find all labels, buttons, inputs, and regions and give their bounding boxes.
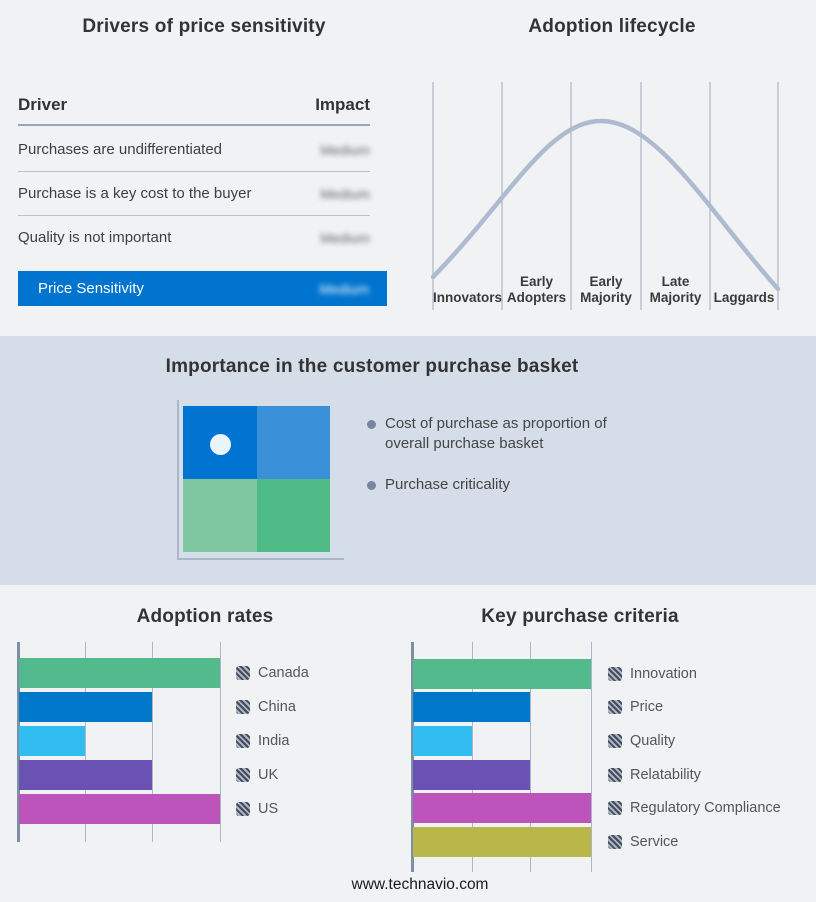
quadrant-top-left	[183, 406, 257, 479]
lifecycle-stage-labels: Innovators Early Adopters Early Majority La…	[408, 274, 816, 306]
legend-label: Innovation	[630, 666, 697, 682]
legend-swatch-icon	[236, 700, 250, 714]
bullet-item: Purchase criticality	[367, 475, 637, 495]
bar-innovation	[413, 659, 591, 689]
legend-label: US	[258, 801, 279, 817]
purchase-basket-band	[0, 336, 816, 585]
legend-swatch-icon	[236, 734, 250, 748]
chart-gridline	[85, 642, 87, 842]
drivers-table-header: Driver Impact	[18, 95, 370, 126]
bar-quality	[413, 726, 472, 756]
price-sensitivity-impact-value: Medium	[319, 280, 369, 297]
bar-service	[413, 827, 591, 857]
legend-swatch-icon	[236, 666, 250, 680]
bar-price	[413, 692, 531, 722]
bullet-dot-icon	[367, 481, 376, 490]
stage-label: Late Majority	[649, 274, 702, 306]
impact-cell: Medium	[320, 141, 370, 158]
driver-cell: Purchases are undifferentiated	[18, 141, 223, 158]
chart-y-axis	[17, 642, 20, 842]
driver-cell: Quality is not important	[18, 229, 172, 246]
bar-china	[19, 692, 152, 722]
quadrant-bottom-right	[256, 479, 330, 552]
quadrant-y-axis	[177, 400, 179, 559]
legend-swatch-icon	[608, 768, 622, 782]
bar-uk	[19, 760, 152, 790]
stage-label: Early Majority	[580, 274, 632, 306]
bullet-text: Purchase criticality	[385, 476, 511, 493]
quadrant-bottom-left	[183, 479, 257, 552]
position-marker-dot	[210, 434, 231, 455]
price-sensitivity-label: Price Sensitivity	[38, 280, 144, 297]
driver-column-header: Driver	[18, 95, 68, 114]
key-criteria-title: Key purchase criteria	[481, 606, 679, 627]
bar-relatability	[413, 760, 531, 790]
table-row: Quality is not important Medium	[18, 216, 370, 259]
stage-label: Innovators	[432, 290, 502, 306]
adoption-lifecycle-chart	[430, 82, 781, 310]
legend-label: China	[258, 699, 296, 715]
legend-label: Relatability	[630, 767, 701, 783]
driver-cell: Purchase is a key cost to the buyer	[18, 185, 252, 202]
bar-canada	[19, 658, 220, 688]
impact-cell: Medium	[320, 185, 370, 202]
website-footer: www.technavio.com	[351, 876, 489, 893]
table-row: Purchases are undifferentiated Medium	[18, 128, 370, 172]
quadrant-x-axis	[177, 558, 344, 560]
legend-swatch-icon	[236, 768, 250, 782]
legend-swatch-icon	[608, 667, 622, 681]
impact-cell: Medium	[320, 229, 370, 246]
legend-swatch-icon	[608, 700, 622, 714]
bar-regulatory-compliance	[413, 793, 591, 823]
basket-panel-title: Importance in the customer purchase bask…	[165, 356, 579, 377]
legend-label: Quality	[630, 733, 676, 749]
adoption-rates-title: Adoption rates	[136, 606, 274, 627]
bullet-text: Cost of purchase as proportion of overal…	[385, 415, 607, 452]
legend-swatch-icon	[608, 835, 622, 849]
legend-label: Price	[630, 699, 664, 715]
stage-label: Laggards	[713, 290, 775, 306]
stage-label: Early Adopters	[506, 274, 567, 306]
bar-india	[19, 726, 86, 756]
table-row: Purchase is a key cost to the buyer Mediu…	[18, 172, 370, 216]
adoption-bell-curve	[430, 118, 781, 292]
legend-swatch-icon	[236, 802, 250, 816]
chart-gridline	[151, 642, 153, 842]
legend-swatch-icon	[608, 734, 622, 748]
drivers-panel-title: Drivers of price sensitivity	[82, 16, 326, 37]
chart-gridline	[591, 642, 592, 872]
bullet-item: Cost of purchase as proportion of overal…	[367, 414, 637, 453]
chart-gridline	[220, 642, 221, 842]
lifecycle-panel-title: Adoption lifecycle	[528, 16, 696, 37]
legend-label: Service	[630, 834, 679, 850]
purchase-basket-quadrant	[183, 406, 330, 552]
quadrant-top-right	[256, 406, 330, 479]
drivers-table-rows: Purchases are undifferentiated Medium Purc…	[18, 128, 370, 259]
legend-label: India	[258, 733, 290, 749]
impact-column-header: Impact	[315, 95, 370, 114]
bar-us	[19, 794, 220, 824]
chart-y-axis	[411, 642, 414, 872]
bullet-dot-icon	[367, 420, 376, 429]
legend-label: UK	[258, 767, 279, 783]
chart-gridline	[530, 642, 532, 872]
legend-swatch-icon	[608, 801, 622, 815]
basket-bullet-list: Cost of purchase as proportion of overal…	[367, 414, 637, 517]
price-sensitivity-highlight-row: Price Sensitivity Medium	[18, 271, 387, 306]
legend-label: Regulatory Compliance	[630, 800, 781, 816]
chart-gridline	[471, 642, 473, 872]
legend-label: Canada	[258, 665, 309, 681]
